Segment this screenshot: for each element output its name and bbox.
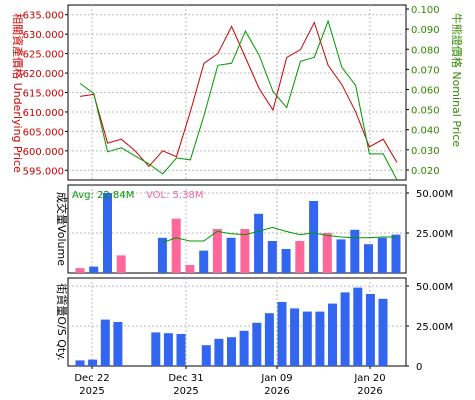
volume-bar	[103, 193, 112, 273]
osqty-tick-label: 50.00M	[416, 282, 453, 293]
volume-bar	[157, 237, 167, 273]
osqty-bar	[353, 287, 363, 366]
price-right-tick-label: 0.050	[411, 106, 440, 117]
volume-bar	[336, 239, 346, 273]
volume-bar	[89, 266, 99, 273]
price-left-tick-label: 630.000	[23, 30, 64, 41]
volume-bar	[75, 268, 85, 273]
price-left-tick-label: 635.000	[23, 11, 64, 22]
volume-axis-title: 成交量Volume	[55, 192, 69, 266]
price-right-tick-label: 0.020	[411, 166, 440, 177]
price-right-tick-label: 0.030	[411, 146, 440, 157]
osqty-bar	[176, 334, 186, 366]
price-left-axis-title: 相關資產價格 Underlying Price	[11, 13, 25, 173]
volume-bar	[309, 201, 319, 273]
price-right-tick-label: 0.060	[411, 85, 440, 96]
volume-average-line	[162, 226, 396, 244]
osqty-tick-label: 25.00M	[416, 322, 453, 333]
x-tick-label-year: 2025	[173, 386, 198, 397]
osqty-bar	[227, 337, 236, 366]
volume-bar	[322, 233, 332, 273]
volume-tick-label: 50.00M	[416, 189, 453, 200]
volume-current-label: VOL: 5.38M	[146, 190, 204, 201]
osqty-bar	[239, 330, 249, 366]
osqty-bar	[302, 311, 312, 366]
osqty-bar	[151, 332, 161, 366]
price-right-tick-label: 0.040	[411, 126, 440, 137]
osqty-bar	[328, 303, 337, 366]
osqty-bar	[365, 294, 375, 366]
osqty-bar	[264, 313, 274, 366]
volume-bar	[171, 218, 181, 273]
price-right-tick-label: 0.080	[411, 45, 440, 56]
x-tick-label-year: 2025	[79, 386, 104, 397]
underlying-price-line	[79, 21, 398, 168]
price-left-tick-label: 620.000	[23, 69, 64, 80]
osqty-bar	[277, 302, 287, 366]
price-left-tick-label: 605.000	[23, 127, 64, 138]
x-tick-label-year: 2026	[357, 386, 382, 397]
volume-avg-label: Avg: 22.84M	[72, 190, 134, 201]
grid-layer	[68, 5, 406, 366]
price-right-axis-title: 牛熊證價格 Nominal Price	[450, 13, 464, 148]
x-tick-label-date: Dec 22	[74, 373, 109, 384]
osqty-bar	[214, 338, 224, 366]
volume-bar	[364, 244, 373, 273]
volume-bar	[391, 234, 401, 273]
x-tick-label-date: Dec 31	[168, 373, 203, 384]
osqty-bar	[340, 292, 350, 366]
price-left-tick-label: 615.000	[23, 89, 64, 100]
volume-bar	[185, 265, 195, 273]
osqty-panel-frame	[67, 277, 407, 367]
osqty-bar	[75, 360, 85, 366]
nominal-price-line	[79, 19, 398, 181]
osqty-bar	[113, 322, 123, 366]
price-left-tick-label: 625.000	[23, 50, 64, 61]
volume-bar	[254, 213, 264, 273]
volume-bar	[350, 229, 360, 273]
volume-bar	[267, 241, 277, 273]
osqty-tick-label: 0	[416, 362, 422, 373]
tick-layer: 595.000 600.000 605.000 610.000 615.000 620.0…	[23, 5, 454, 397]
osqty-bar	[252, 322, 262, 366]
price-left-tick-label: 600.000	[23, 147, 64, 158]
osqty-bar	[378, 298, 388, 366]
x-tick-label-year: 2026	[264, 386, 289, 397]
price-left-tick-label: 595.000	[23, 166, 64, 177]
volume-bar	[226, 237, 236, 273]
volume-bar	[212, 229, 222, 273]
bar-layer	[75, 193, 401, 366]
x-tick-label-date: Jan 09	[260, 373, 292, 384]
price-right-tick-label: 0.070	[411, 65, 440, 76]
price-left-tick-label: 610.000	[23, 108, 64, 119]
osqty-bar	[315, 311, 325, 366]
volume-bar	[116, 255, 126, 273]
osqty-bar	[290, 308, 300, 366]
volume-tick-label: 25.00M	[416, 229, 453, 240]
osqty-bar	[100, 319, 110, 366]
volume-bar	[199, 250, 209, 273]
price-right-tick-label: 0.100	[411, 5, 440, 16]
osqty-bar	[201, 345, 211, 366]
line-layer	[79, 19, 398, 244]
osqty-axis-title: 街貨量O/S Qty.	[55, 283, 69, 360]
x-tick-label-date: Jan 20	[353, 373, 385, 384]
volume-bar	[377, 237, 387, 273]
volume-bar	[295, 241, 305, 273]
volume-bar	[281, 249, 291, 273]
volume-bar	[240, 229, 250, 273]
price-right-tick-label: 0.090	[411, 25, 440, 36]
osqty-bar	[88, 359, 98, 366]
osqty-bar	[163, 333, 173, 366]
